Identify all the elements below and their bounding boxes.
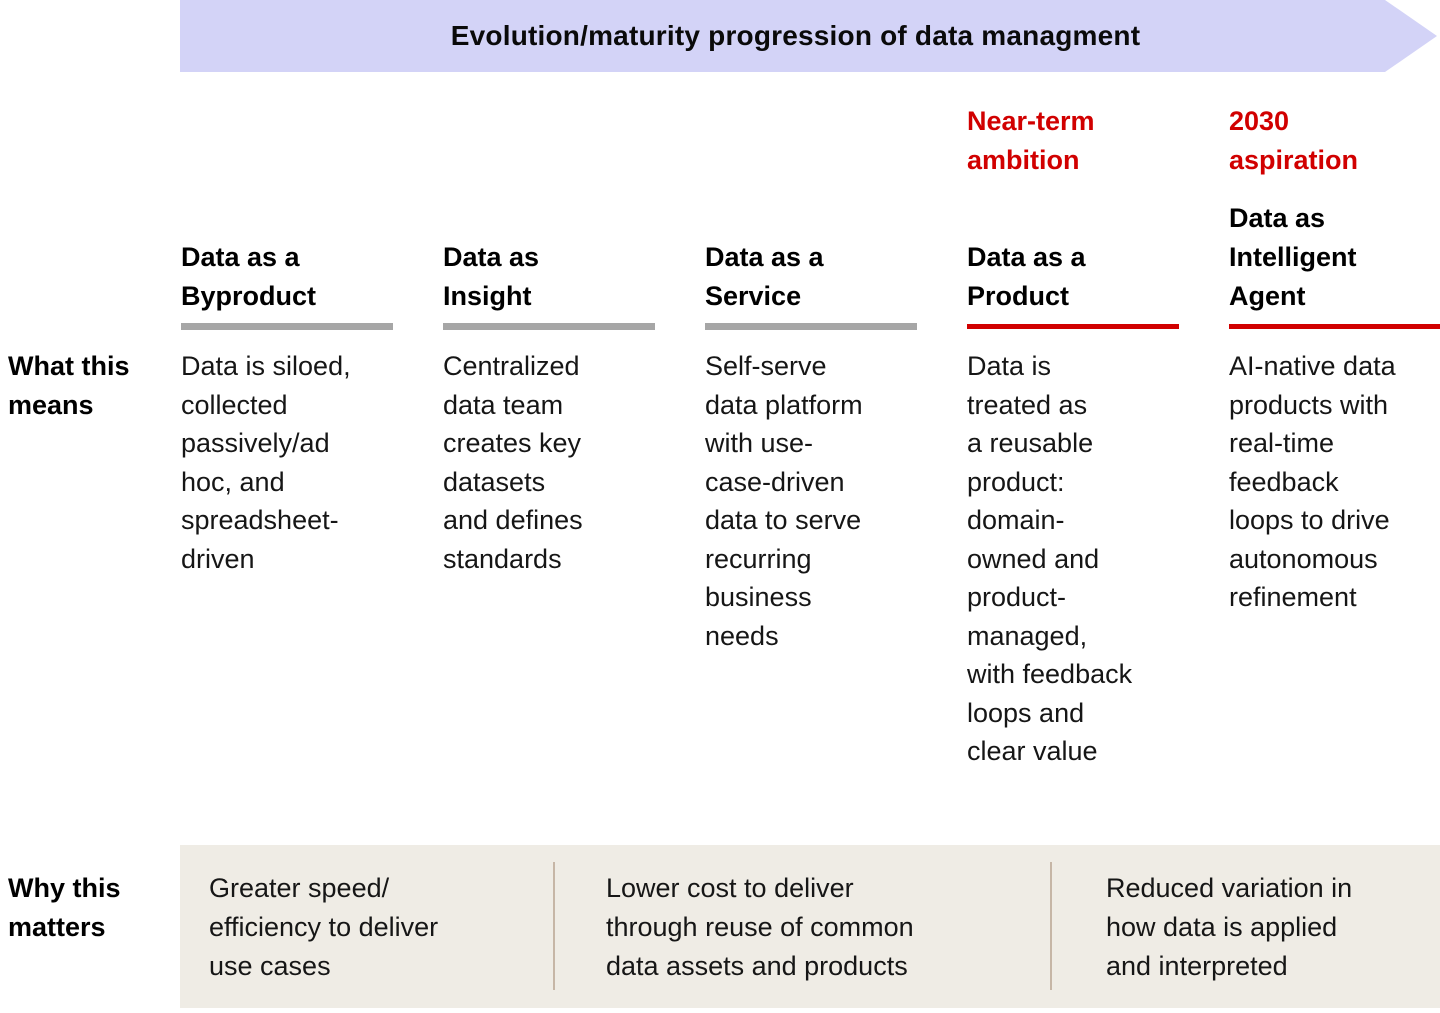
panel-divider [1050, 862, 1052, 990]
eyebrow-col-3 [705, 102, 917, 180]
column-underline-red [1229, 324, 1440, 329]
near-term-ambition-label: Near-term ambition [967, 106, 1095, 175]
means-text-product: Data is treated as a reusable product: d… [967, 351, 1133, 766]
means-text-insight: Centralized data team creates key datase… [443, 351, 583, 574]
banner-title: Evolution/maturity progression of data m… [450, 20, 1141, 51]
column-underline-gray [181, 323, 393, 330]
eyebrow-row: Near-term ambition 2030 aspiration [181, 102, 1440, 180]
why-matters-item-speed: Greater speed/ efficiency to deliver use… [209, 873, 439, 981]
means-text-byproduct: Data is siloed, collected passively/ad h… [181, 351, 351, 574]
aspiration-2030-label: 2030 aspiration [1229, 106, 1359, 175]
why-matters-item-variation: Reduced variation in how data is applied… [1106, 873, 1353, 981]
column-title-product: Data as a Product [967, 242, 1086, 311]
column-title-service: Data as a Service [705, 242, 824, 311]
row-label-what-this-means: What this means [8, 351, 130, 420]
column-title-byproduct: Data as a Byproduct [181, 242, 316, 311]
column-underline-gray [705, 323, 917, 330]
column-underline-red [967, 324, 1179, 329]
eyebrow-col-2 [443, 102, 655, 180]
column-underline-gray [443, 323, 655, 330]
panel-divider [553, 862, 555, 990]
column-title-insight: Data as Insight [443, 242, 540, 311]
means-text-service: Self-serve data platform with use- case-… [705, 351, 863, 651]
means-text-intelligent-agent: AI-native data products with real-time f… [1229, 351, 1396, 612]
row-label-why-this-matters: Why this matters [8, 873, 121, 942]
column-underline-row [181, 323, 1440, 330]
column-title-intelligent-agent: Data as Intelligent Agent [1229, 203, 1357, 311]
why-matters-item-cost: Lower cost to deliver through reuse of c… [606, 873, 914, 981]
what-this-means-row: Data is siloed, collected passively/ad h… [181, 347, 1440, 771]
column-header-row: Data as a Byproduct Data as Insight Data… [181, 180, 1440, 316]
eyebrow-col-1 [181, 102, 393, 180]
maturity-progression-banner: Evolution/maturity progression of data m… [180, 0, 1437, 72]
why-this-matters-panel: Greater speed/ efficiency to deliver use… [180, 845, 1440, 1008]
